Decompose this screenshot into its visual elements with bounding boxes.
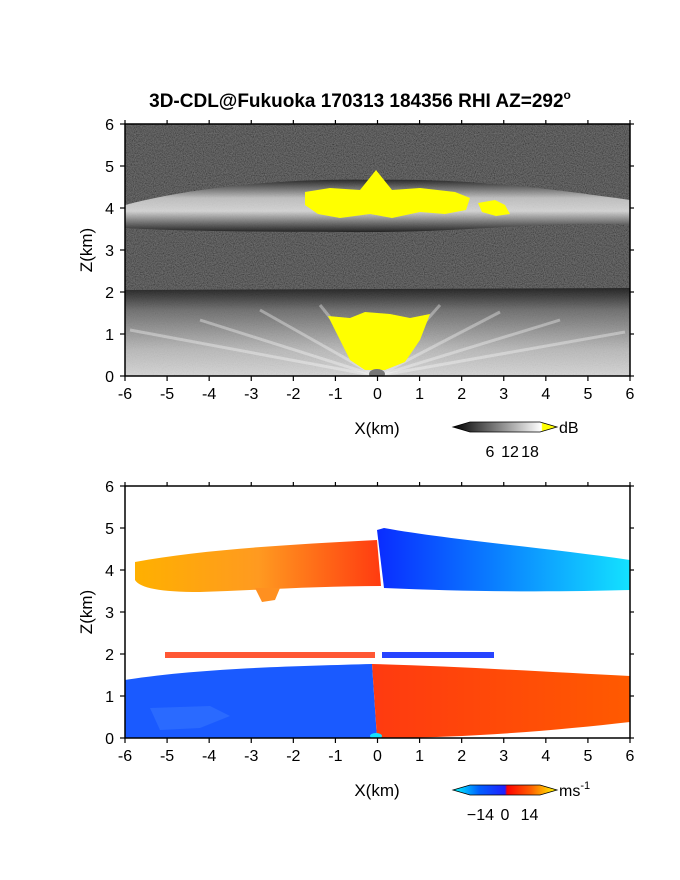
- velocity-xtick-label: 4: [541, 748, 550, 765]
- reflectivity-axes: -6 -5 -4 -3 -2 -1 0 1 2 3 4 5 6 0 1 2 3 4 5 6: [105, 117, 634, 403]
- chart-title-superscript: o: [564, 88, 571, 102]
- velocity-xtick-label: 5: [583, 748, 592, 765]
- reflectivity-ytick-label: 2: [105, 285, 114, 302]
- velocity-ytick-label: 0: [105, 731, 114, 748]
- reflectivity-colorbar-tick-label: 18: [521, 444, 539, 461]
- reflectivity-xtick-label: 5: [583, 386, 592, 403]
- velocity-xtick-label: -3: [244, 748, 258, 765]
- reflectivity-xtick-label: 4: [541, 386, 550, 403]
- chart-title-text: 3D-CDL@Fukuoka 170313 184356 RHI AZ=292: [149, 91, 563, 112]
- reflectivity-xtick-label: 0: [373, 386, 382, 403]
- reflectivity-colorbar-tick-label: 6: [486, 444, 495, 461]
- velocity-xtick-label: -5: [160, 748, 174, 765]
- reflectivity-xtick-label: 6: [626, 386, 635, 403]
- velocity-colorbar-unit-exp: -1: [580, 780, 590, 792]
- velocity-colorbar-tick-label: 0: [501, 807, 510, 824]
- chart-title: 3D-CDL@Fukuoka 170313 184356 RHI AZ=292o: [149, 88, 571, 112]
- reflectivity-xtick-label: 2: [457, 386, 466, 403]
- velocity-xtick-label: -1: [328, 748, 342, 765]
- reflectivity-ylabel: Z(km): [77, 228, 96, 272]
- reflectivity-xtick-label: -4: [202, 386, 216, 403]
- velocity-colorbar-tick-label: 14: [521, 807, 539, 824]
- reflectivity-ytick-label: 6: [105, 117, 114, 134]
- reflectivity-xlabel: X(km): [354, 419, 399, 438]
- velocity-ytick-label: 6: [105, 479, 114, 496]
- reflectivity-ytick-label: 3: [105, 243, 114, 260]
- velocity-xtick-label: 1: [415, 748, 424, 765]
- reflectivity-ytick-label: 5: [105, 159, 114, 176]
- velocity-ylabel: Z(km): [77, 590, 96, 634]
- reflectivity-ytick-label: 0: [105, 369, 114, 386]
- velocity-panel: -6 -5 -4 -3 -2 -1 0 1 2 3 4 5 6 0 1 2 3 4 5 6 X(km) Z(km) m…: [77, 479, 635, 824]
- velocity-ytick-label: 3: [105, 605, 114, 622]
- reflectivity-ytick-label: 4: [105, 201, 114, 218]
- velocity-colorbar-unit: ms-1: [559, 780, 590, 800]
- reflectivity-xtick-label: -2: [286, 386, 300, 403]
- velocity-xtick-label: -6: [118, 748, 132, 765]
- reflectivity-xtick-label: -5: [160, 386, 174, 403]
- reflectivity-xtick-label: 3: [499, 386, 508, 403]
- velocity-colorbar-tick-label: −14: [467, 807, 494, 824]
- reflectivity-field: [125, 124, 630, 376]
- velocity-xtick-label: 6: [626, 748, 635, 765]
- velocity-xtick-label: 3: [499, 748, 508, 765]
- reflectivity-ytick-label: 1: [105, 327, 114, 344]
- velocity-axes: -6 -5 -4 -3 -2 -1 0 1 2 3 4 5 6 0 1 2 3 4 5 6: [105, 479, 634, 765]
- velocity-colorbar-ticks: −14 0 14: [467, 807, 539, 824]
- velocity-xtick-label: 0: [373, 748, 382, 765]
- velocity-xlabel: X(km): [354, 781, 399, 800]
- reflectivity-xtick-label: 1: [415, 386, 424, 403]
- velocity-xtick-label: -2: [286, 748, 300, 765]
- reflectivity-colorbar: dB 6 12 18: [451, 420, 579, 461]
- velocity-ytick-label: 1: [105, 689, 114, 706]
- velocity-colorbar-unit-base: ms: [559, 783, 580, 800]
- velocity-xtick-label: 2: [457, 748, 466, 765]
- reflectivity-colorbar-tick-label: 12: [501, 444, 519, 461]
- velocity-ytick-label: 2: [105, 647, 114, 664]
- velocity-colorbar: ms-1 −14 0 14: [451, 780, 590, 824]
- velocity-field: [125, 486, 630, 738]
- reflectivity-colorbar-unit: dB: [559, 420, 579, 437]
- velocity-xtick-label: -4: [202, 748, 216, 765]
- velocity-ytick-label: 4: [105, 563, 114, 580]
- velocity-ytick-label: 5: [105, 521, 114, 538]
- reflectivity-xtick-label: -6: [118, 386, 132, 403]
- reflectivity-xtick-label: -1: [328, 386, 342, 403]
- reflectivity-colorbar-ticks: 6 12 18: [486, 444, 539, 461]
- reflectivity-xtick-label: -3: [244, 386, 258, 403]
